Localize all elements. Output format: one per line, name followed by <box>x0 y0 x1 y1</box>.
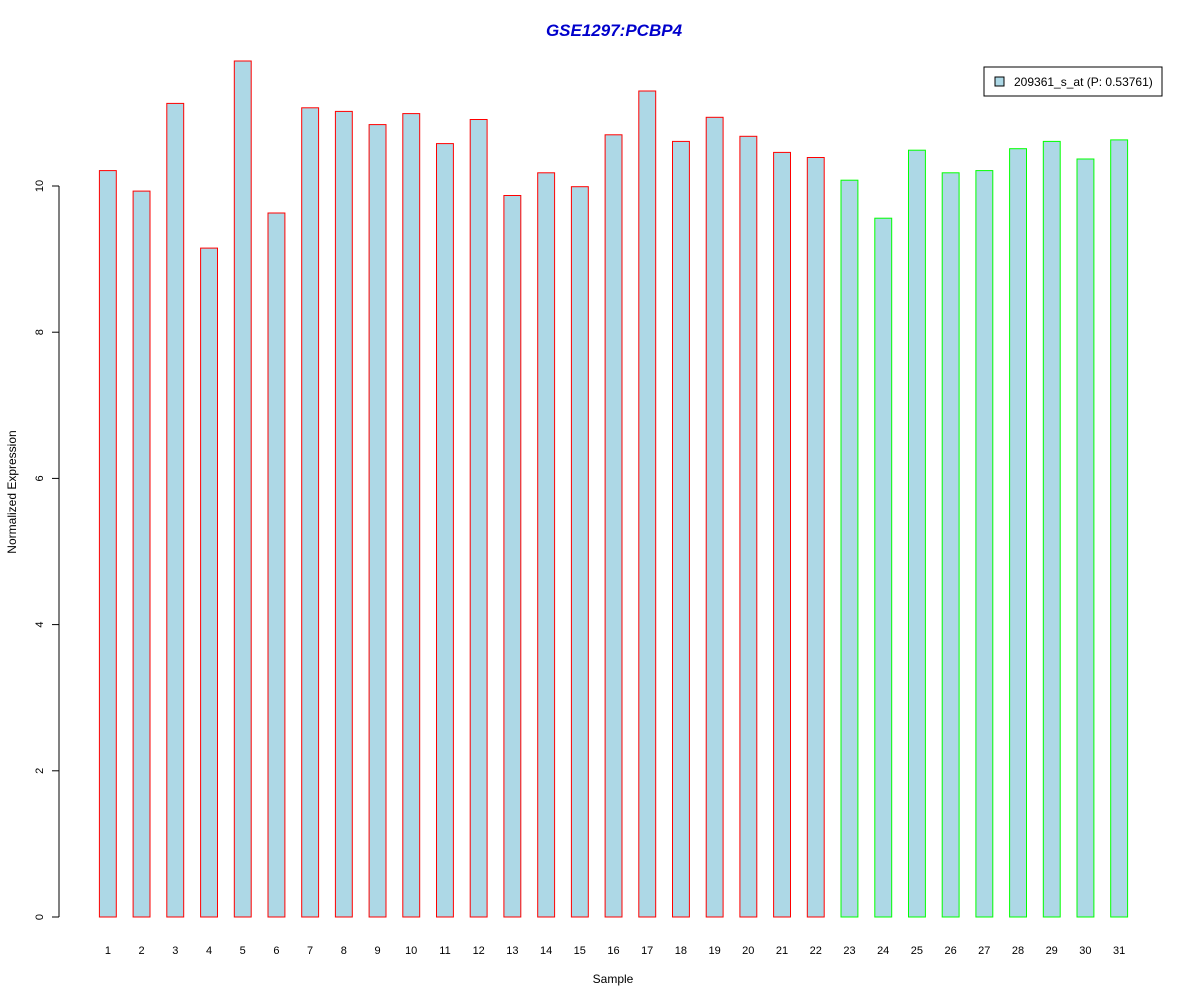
bar-sample-17 <box>638 90 657 918</box>
legend-label: 209361_s_at (P: 0.53761) <box>1014 75 1153 89</box>
bar-sample-31 <box>1110 139 1129 918</box>
legend-swatch <box>994 76 1005 87</box>
y-tick-label: 6 <box>34 475 46 481</box>
bar-sample-7 <box>301 107 320 918</box>
bar-sample-25 <box>908 149 926 918</box>
bar-sample-29 <box>1042 140 1061 918</box>
bar-sample-21 <box>773 151 791 918</box>
bar-sample-24 <box>874 217 893 918</box>
y-tick-label: 0 <box>34 914 46 920</box>
bar-sample-3 <box>166 102 185 918</box>
y-tick-label: 2 <box>34 768 46 774</box>
bar-sample-13 <box>503 195 522 918</box>
x-tick-label: 26 <box>944 945 956 957</box>
bar-sample-19 <box>705 116 724 918</box>
x-tick-label: 25 <box>911 945 923 957</box>
y-axis: 0 2 4 6 8 10 <box>34 180 60 920</box>
x-tick-label: 16 <box>607 945 619 957</box>
x-tick-label: 11 <box>439 945 450 957</box>
bar-sample-11 <box>436 143 454 918</box>
legend-box <box>983 66 1163 97</box>
x-tick-label: 31 <box>1113 945 1125 957</box>
bar-sample-12 <box>469 119 488 918</box>
x-axis-label: Sample <box>593 972 634 986</box>
x-tick-label: 5 <box>240 945 246 957</box>
bar-sample-22 <box>806 157 825 918</box>
x-tick-label: 17 <box>641 945 653 957</box>
x-tick-label: 22 <box>810 945 822 957</box>
x-tick-label: 3 <box>172 945 178 957</box>
y-tick-label: 10 <box>34 180 46 192</box>
bar-sample-16 <box>604 134 623 918</box>
x-tick-label: 9 <box>374 945 380 957</box>
x-tick-label: 19 <box>708 945 720 957</box>
bar-sample-8 <box>334 110 353 918</box>
bar-sample-9 <box>368 124 387 918</box>
bar-sample-23 <box>840 179 859 918</box>
bar-sample-2 <box>132 190 151 918</box>
bar-sample-5 <box>233 60 252 918</box>
x-tick-label: 6 <box>273 945 279 957</box>
chart-title: GSE1297:PCBP4 <box>546 21 683 40</box>
bar-sample-28 <box>1009 148 1027 918</box>
bar-sample-26 <box>941 172 960 918</box>
bar-sample-1 <box>98 170 117 918</box>
x-tick-label: 15 <box>574 945 586 957</box>
x-tick-label: 13 <box>506 945 518 957</box>
y-tick-label: 4 <box>34 622 46 628</box>
x-tick-label: 21 <box>776 945 788 957</box>
x-tick-label: 12 <box>473 945 485 957</box>
x-tick-label: 27 <box>978 945 990 957</box>
x-tick-label: 20 <box>742 945 754 957</box>
bars <box>98 60 1129 918</box>
x-tick-label: 28 <box>1012 945 1024 957</box>
x-tick-label: 1 <box>105 945 111 957</box>
bar-sample-27 <box>975 170 994 918</box>
bar-sample-14 <box>537 172 556 918</box>
y-axis-label: Normalized Expression <box>5 430 19 553</box>
bar-sample-30 <box>1076 158 1095 918</box>
x-tick-label: 23 <box>843 945 855 957</box>
bar-sample-6 <box>267 212 286 918</box>
x-tick-label: 8 <box>341 945 347 957</box>
x-tick-label: 10 <box>405 945 417 957</box>
y-tick-label: 8 <box>34 329 46 335</box>
x-tick-label: 18 <box>675 945 687 957</box>
x-tick-label: 14 <box>540 945 552 957</box>
x-tick-label: 4 <box>206 945 212 957</box>
x-tick-label: 2 <box>139 945 145 957</box>
x-tick-label: 7 <box>307 945 313 957</box>
x-tick-label: 30 <box>1079 945 1091 957</box>
bar-sample-10 <box>402 113 421 918</box>
bar-sample-20 <box>739 135 758 918</box>
legend: 209361_s_at (P: 0.53761) <box>983 66 1163 97</box>
bar-sample-4 <box>200 247 219 918</box>
bar-sample-18 <box>672 140 690 918</box>
x-tick-labels: 1 2 3 4 5 6 7 8 9 10 11 12 13 14 15 16 17 18 19 20 21 22 23 24 2… <box>105 945 1125 957</box>
bar-sample-15 <box>570 186 589 918</box>
x-tick-label: 24 <box>877 945 889 957</box>
x-tick-label: 29 <box>1046 945 1058 957</box>
